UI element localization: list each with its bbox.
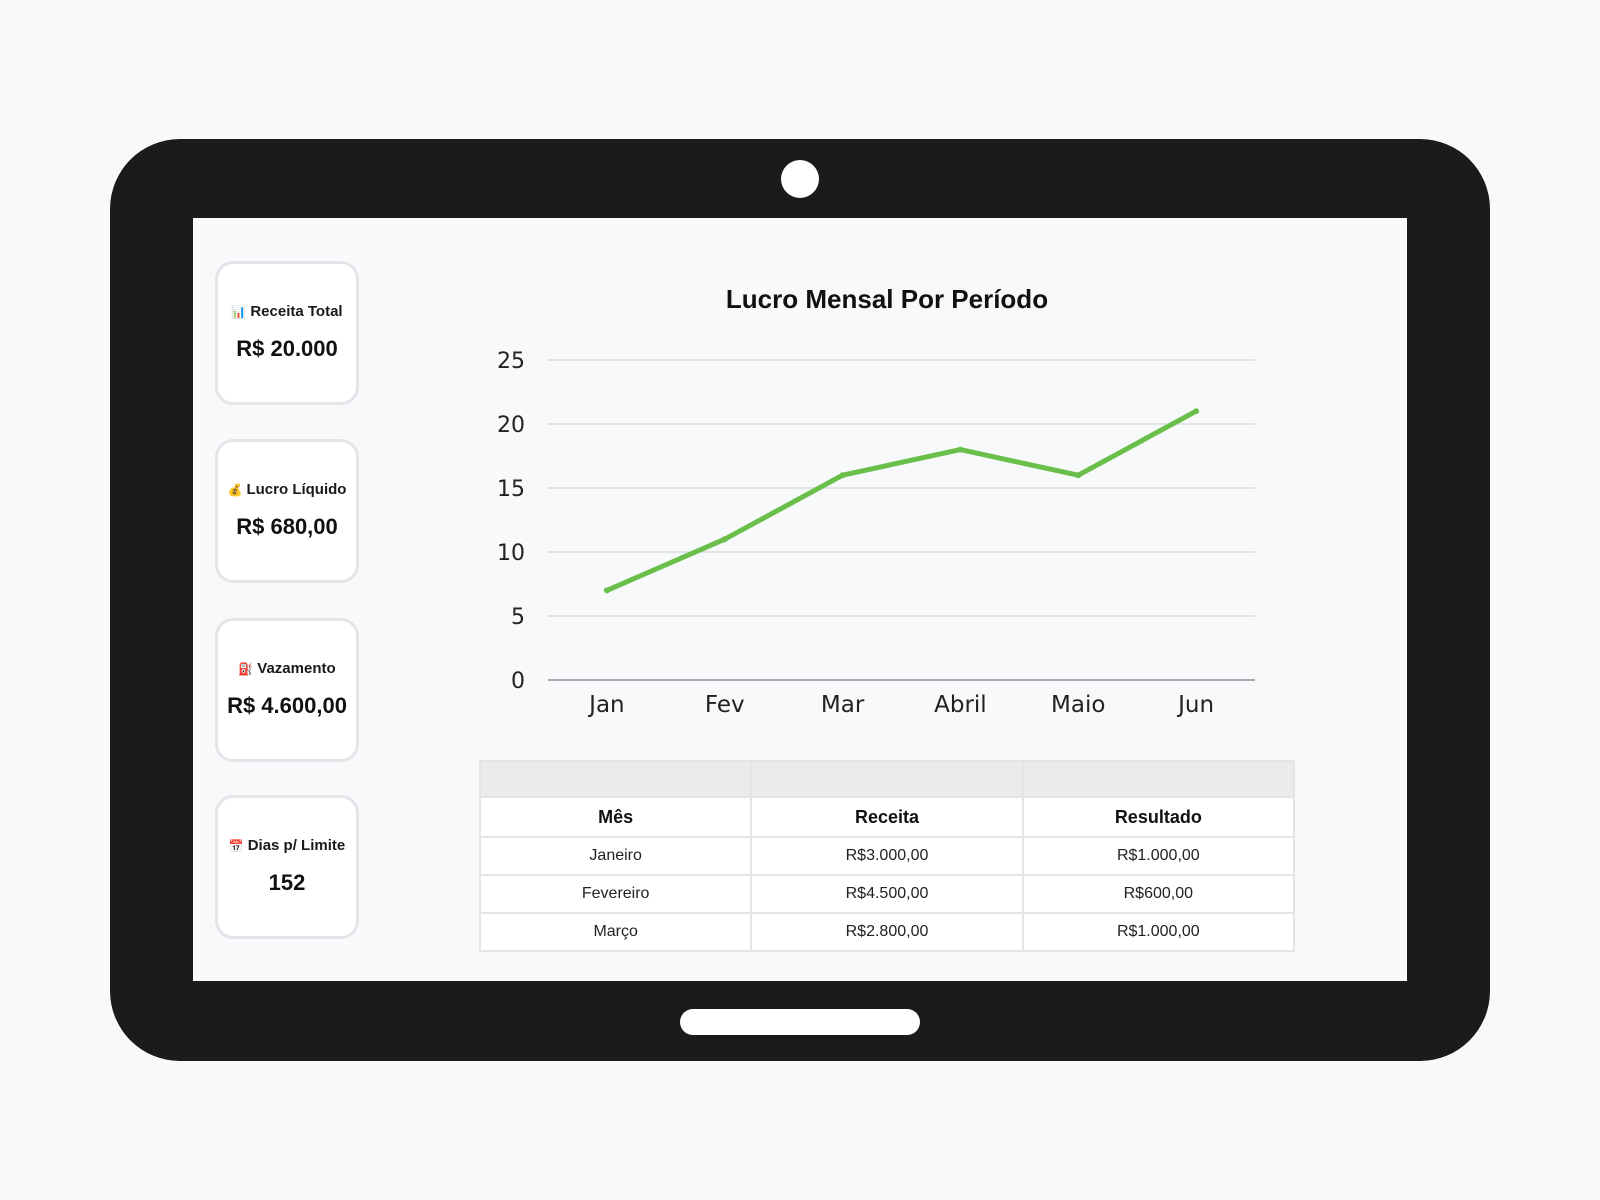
dashboard-screen: 📊 Receita Total R$ 20.000 💰 Lucro Líquido …: [193, 218, 1407, 981]
fuel-pump-icon: ⛽: [238, 662, 254, 676]
y-tick-label: 15: [497, 477, 525, 502]
kpi-value: R$ 20.000: [236, 336, 338, 361]
table-cell: Janeiro: [478, 836, 753, 876]
calendar-icon: 📅: [228, 839, 244, 853]
x-tick-label: Mar: [821, 692, 865, 718]
data-point: [1193, 408, 1200, 415]
kpi-value: R$ 4.600,00: [227, 693, 347, 718]
data-point: [603, 587, 610, 594]
kpi-value: 152: [268, 870, 306, 895]
table-cell: R$600,00: [1021, 874, 1296, 914]
table-row: Fevereiro R$4.500,00 R$600,00: [478, 874, 1296, 914]
kpi-card-receita-total: 📊 Receita Total R$ 20.000: [215, 261, 359, 405]
kpi-label: Receita Total: [250, 303, 343, 320]
chart-title: Lucro Mensal Por Período: [726, 284, 1048, 314]
camera-dot: [781, 160, 819, 198]
table-cell: R$4.500,00: [750, 874, 1024, 914]
money-bag-icon: 💰: [227, 483, 243, 497]
x-tick-label: Jan: [587, 692, 624, 718]
monthly-table: Mês Receita Resultado Janeiro R$3.000,00…: [478, 760, 1296, 952]
y-tick-label: 10: [497, 541, 525, 566]
kpi-card-lucro-liquido: 💰 Lucro Líquido R$ 680,00: [215, 439, 359, 583]
kpi-label: Vazamento: [257, 660, 336, 677]
table-blank-row: [478, 760, 1296, 798]
x-tick-label: Fev: [705, 692, 745, 718]
column-header-mes: Mês: [478, 796, 753, 838]
table-cell: R$1.000,00: [1021, 836, 1296, 876]
table-cell: R$1.000,00: [1021, 912, 1296, 952]
kpi-label: Dias p/ Limite: [247, 837, 346, 854]
table-cell: R$2.800,00: [750, 912, 1024, 952]
kpi-label: Lucro Líquido: [246, 481, 347, 498]
x-tick-label: Abril: [934, 692, 987, 718]
table-row: Março R$2.800,00 R$1.000,00: [478, 912, 1296, 952]
home-button[interactable]: [680, 1009, 920, 1035]
table-header-row: Mês Receita Resultado: [478, 796, 1296, 838]
data-point: [957, 446, 964, 453]
table-cell: R$3.000,00: [750, 836, 1024, 876]
bar-chart-icon: 📊: [231, 305, 247, 319]
column-header-receita: Receita: [750, 796, 1024, 838]
x-tick-label: Jun: [1176, 692, 1214, 718]
data-point: [839, 472, 846, 479]
data-point: [721, 536, 728, 543]
y-tick-label: 0: [511, 669, 525, 694]
y-tick-label: 25: [497, 349, 525, 374]
table-cell: Março: [478, 912, 753, 952]
data-point: [1075, 472, 1082, 479]
y-tick-label: 20: [497, 413, 525, 438]
series-line: [604, 408, 1199, 593]
column-header-resultado: Resultado: [1021, 796, 1296, 838]
kpi-value: R$ 680,00: [236, 514, 338, 539]
x-tick-label: Maio: [1051, 692, 1105, 718]
profit-line-chart: Lucro Mensal Por Período 0 5 10 15 20 25 Jan F…: [497, 284, 1255, 718]
kpi-card-vazamento: ⛽ Vazamento R$ 4.600,00: [215, 618, 359, 762]
table-cell: Fevereiro: [478, 874, 753, 914]
table-row: Janeiro R$3.000,00 R$1.000,00: [478, 836, 1296, 876]
tablet-frame: 📊 Receita Total R$ 20.000 💰 Lucro Líquido …: [110, 139, 1490, 1061]
kpi-card-dias-limite: 📅 Dias p/ Limite 152: [215, 795, 359, 939]
y-tick-label: 5: [511, 605, 525, 630]
